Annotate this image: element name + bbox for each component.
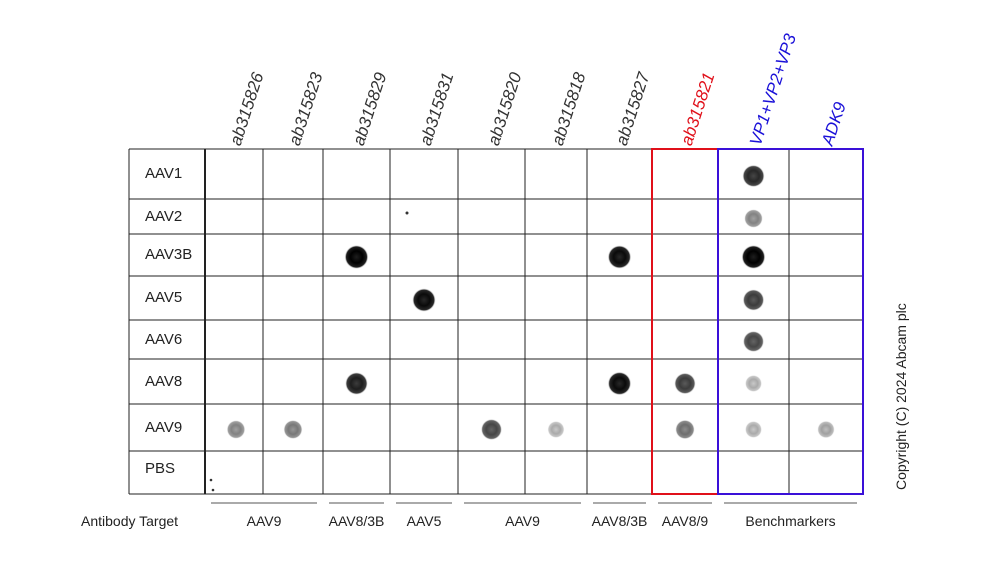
row-label-aav9: AAV9 xyxy=(145,418,183,436)
dot-aav5-vp1-vp2-vp3 xyxy=(742,289,765,311)
dot-aav8-ab315829 xyxy=(345,372,368,395)
dot-aav8-vp1-vp2-vp3 xyxy=(744,374,763,393)
dot-aav9-ab315823 xyxy=(283,419,303,440)
row-label-aav8: AAV8 xyxy=(145,372,183,390)
row-label-aav6: AAV6 xyxy=(145,330,183,348)
speck-mark xyxy=(211,488,215,492)
speck-mark xyxy=(209,478,213,482)
target-group-label: Benchmarkers xyxy=(745,513,836,529)
dot-aav2-vp1-vp2-vp3 xyxy=(744,209,763,228)
row-label-aav2: AAV2 xyxy=(145,207,183,225)
dot-aav1-vp1-vp2-vp3 xyxy=(742,164,765,188)
ab315821-highlight-box xyxy=(651,148,719,495)
dot-aav3b-vp1-vp2-vp3 xyxy=(741,245,766,269)
dot-aav8-ab315827 xyxy=(607,371,632,396)
benchmarker-highlight-box xyxy=(717,148,864,495)
dot-aav9-ab315826 xyxy=(226,420,246,439)
row-label-aav1: AAV1 xyxy=(145,165,183,182)
dot-aav6-vp1-vp2-vp3 xyxy=(742,330,765,353)
dot-aav9-ab315820 xyxy=(480,418,503,441)
dot-aav9-vp1-vp2-vp3 xyxy=(744,420,763,439)
dot-aav9-ab315818 xyxy=(547,420,565,439)
row-label-aav5: AAV5 xyxy=(145,289,183,306)
dot-aav9-ab315821 xyxy=(675,419,695,440)
target-group-label: AAV8/3B xyxy=(591,513,648,529)
row-label-aav3b: AAV3B xyxy=(145,246,193,263)
target-group-label: AAV5 xyxy=(406,513,442,529)
target-group-label: AAV8/9 xyxy=(661,513,709,529)
target-group-label: AAV8/3B xyxy=(328,513,385,529)
dot-aav8-ab315821 xyxy=(674,372,696,395)
target-group-label: AAV9 xyxy=(246,513,282,529)
dot-aav9-adk9 xyxy=(817,420,835,439)
antibody-target-title: Antibody Target xyxy=(81,513,179,529)
speck-mark xyxy=(405,211,409,215)
dot-aav3b-ab315829 xyxy=(344,245,369,269)
target-group-label: AAV9 xyxy=(505,513,540,529)
dot-aav5-ab315831 xyxy=(412,288,436,312)
row-label-pbs: PBS xyxy=(145,459,176,477)
copyright-text: Copyright (C) 2024 Abcam plc xyxy=(893,303,909,490)
dot-aav3b-ab315827 xyxy=(607,245,632,269)
